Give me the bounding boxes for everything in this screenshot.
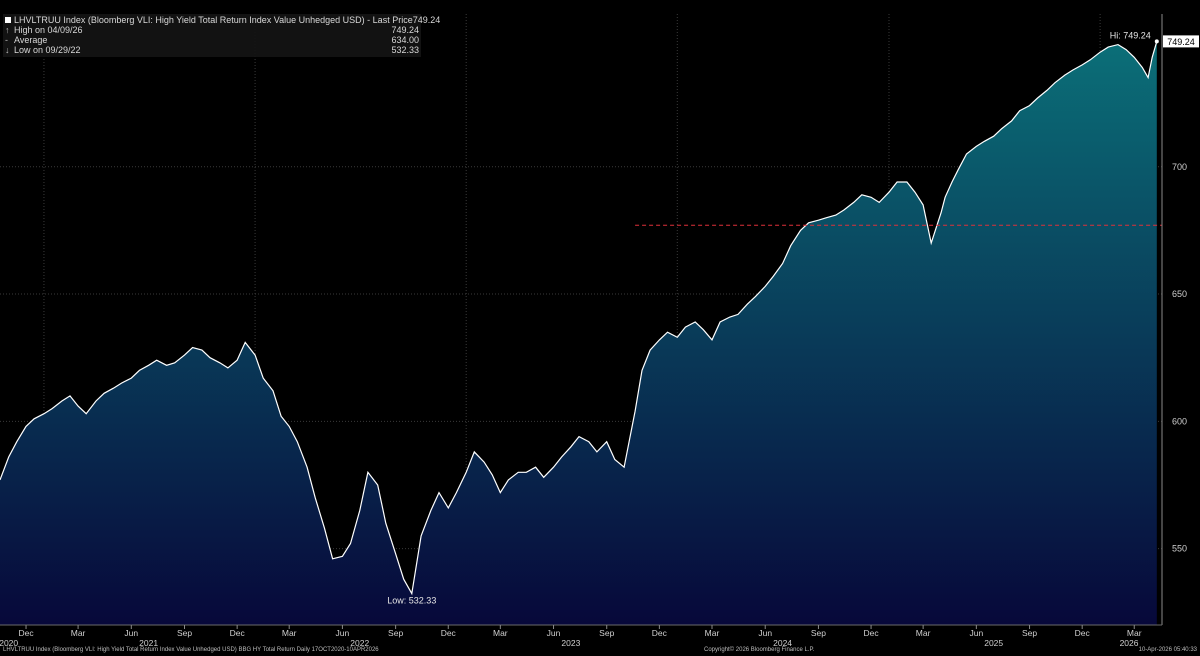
up-arrow-icon: ↑ [5,25,10,35]
x-month-label: Sep [388,628,403,638]
x-year-label: 2022 [350,638,369,648]
x-month-label: Mar [282,628,297,638]
x-month-label: Dec [441,628,457,638]
series-line [0,41,1158,596]
legend-row-label: High on 04/09/26 [14,25,83,35]
legend-row-low: ↓ Low on 09/29/22 532.33 [5,45,419,55]
y-tick-label: 550 [1172,544,1187,554]
x-month-label: Sep [599,628,614,638]
x-month-label: Dec [652,628,668,638]
x-month-label: Jun [969,628,983,638]
x-year-label: 2020 [0,638,18,648]
low-annotation: Low: 532.33 [387,596,436,606]
last-value-badge [1163,35,1199,48]
high-marker [1154,39,1159,44]
x-year-label: 2026 [1120,638,1139,648]
high-annotation: Hi: 749.24 [1110,30,1151,40]
legend-row-value: 532.33 [391,45,419,55]
x-month-label: Mar [71,628,86,638]
annotations: Hi: 749.24 Low: 532.33 749.24 [387,30,1199,606]
x-month-label: Dec [18,628,34,638]
x-month-label: Dec [864,628,880,638]
series-area-fill [0,41,1157,625]
x-month-label: Mar [493,628,508,638]
x-month-label: Dec [1075,628,1091,638]
y-tick-label: 700 [1172,162,1187,172]
legend-row-value: 634.00 [391,35,419,45]
dash-icon: - [5,35,8,45]
x-year-label: 2021 [139,638,158,648]
chart-legend: LHVLTRUU Index (Bloomberg VLI: High Yiel… [3,14,440,57]
y-tick-label: 600 [1172,416,1187,426]
legend-title-row: LHVLTRUU Index (Bloomberg VLI: High Yiel… [5,15,440,25]
x-month-label: Mar [705,628,720,638]
x-year-label: 2023 [561,638,580,648]
x-month-label: Sep [1022,628,1037,638]
x-month-label: Jun [124,628,138,638]
x-month-label: Dec [230,628,246,638]
legend-row-label: Low on 09/29/22 [14,45,81,55]
x-month-label: Jun [547,628,561,638]
legend-row-average: - Average 634.00 [5,35,419,45]
series-swatch-icon [5,17,11,23]
x-year-label: 2025 [984,638,1003,648]
axes: 550 600 650 700 Dec Mar Jun Sep Dec Mar Jun Sep Dec M… [0,14,1187,648]
footer-timestamp: 10-Apr-2026 05:40:33 [1138,647,1197,653]
x-month-label: Jun [758,628,772,638]
footer-source: LHVLTRUU Index (Bloomberg VLI: High Yiel… [3,647,379,653]
legend-row-high: ↑ High on 04/09/26 749.24 [5,25,419,35]
x-month-label: Jun [336,628,350,638]
x-month-label: Mar [1127,628,1142,638]
x-year-label: 2024 [773,638,792,648]
legend-row-label: Average [14,35,48,45]
y-tick-label: 650 [1172,289,1187,299]
legend-row-value: 749.24 [391,25,419,35]
footer-copyright: Copyright© 2026 Bloomberg Finance L.P. [704,647,815,653]
x-month-label: Sep [811,628,826,638]
legend-title: LHVLTRUU Index (Bloomberg VLI: High Yiel… [14,15,413,25]
x-month-label: Sep [177,628,192,638]
area-series [0,41,1158,625]
last-value-label: 749.24 [1167,37,1195,47]
x-month-label: Mar [916,628,931,638]
down-arrow-icon: ↓ [5,45,10,55]
legend-last-price: 749.24 [412,15,441,25]
